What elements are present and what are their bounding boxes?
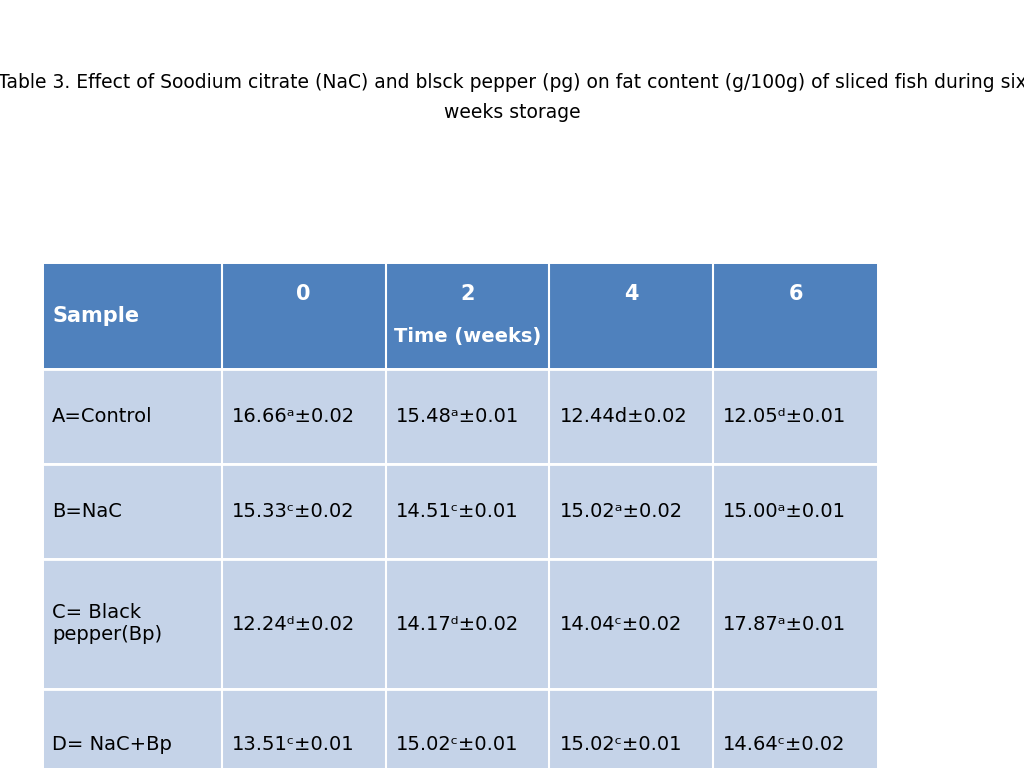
- Text: 12.24ᵈ±0.02: 12.24ᵈ±0.02: [231, 614, 355, 634]
- Text: weeks storage: weeks storage: [443, 102, 581, 121]
- Text: C= Black: C= Black: [52, 604, 141, 623]
- Bar: [42, 262, 878, 768]
- Bar: [42, 369, 878, 464]
- Text: 15.48ᵃ±0.01: 15.48ᵃ±0.01: [395, 407, 519, 426]
- Text: 2: 2: [460, 284, 475, 304]
- Text: Sample: Sample: [52, 306, 139, 326]
- Text: Table 3. Effect of Soodium citrate (NaC) and blsck pepper (pg) on fat content (g: Table 3. Effect of Soodium citrate (NaC)…: [0, 74, 1024, 92]
- Bar: [42, 464, 878, 559]
- Bar: [42, 559, 878, 689]
- Text: A=Control: A=Control: [52, 407, 153, 426]
- Text: B=NaC: B=NaC: [52, 502, 122, 521]
- Text: 17.87ᵃ±0.01: 17.87ᵃ±0.01: [723, 614, 847, 634]
- Text: 14.17ᵈ±0.02: 14.17ᵈ±0.02: [395, 614, 519, 634]
- Text: pepper(Bp): pepper(Bp): [52, 625, 162, 644]
- Text: 15.02ᶜ±0.01: 15.02ᶜ±0.01: [395, 734, 518, 753]
- Text: 14.51ᶜ±0.01: 14.51ᶜ±0.01: [395, 502, 518, 521]
- Text: 0: 0: [296, 284, 311, 304]
- Text: 14.04ᶜ±0.02: 14.04ᶜ±0.02: [559, 614, 682, 634]
- Text: 4: 4: [625, 284, 639, 304]
- Text: Time (weeks): Time (weeks): [394, 327, 541, 346]
- Text: 12.44d±0.02: 12.44d±0.02: [559, 407, 687, 426]
- Text: 6: 6: [788, 284, 803, 304]
- Text: 14.64ᶜ±0.02: 14.64ᶜ±0.02: [723, 734, 846, 753]
- Text: 12.05ᵈ±0.01: 12.05ᵈ±0.01: [723, 407, 847, 426]
- Text: 15.00ᵃ±0.01: 15.00ᵃ±0.01: [723, 502, 846, 521]
- Text: 16.66ᵃ±0.02: 16.66ᵃ±0.02: [231, 407, 355, 426]
- Text: D= NaC+Bp: D= NaC+Bp: [52, 734, 172, 753]
- Text: 15.02ᵃ±0.02: 15.02ᵃ±0.02: [559, 502, 683, 521]
- Text: 15.02ᶜ±0.01: 15.02ᶜ±0.01: [559, 734, 682, 753]
- Bar: [42, 689, 878, 768]
- Text: 13.51ᶜ±0.01: 13.51ᶜ±0.01: [231, 734, 354, 753]
- Bar: [42, 262, 878, 369]
- Text: 15.33ᶜ±0.02: 15.33ᶜ±0.02: [231, 502, 354, 521]
